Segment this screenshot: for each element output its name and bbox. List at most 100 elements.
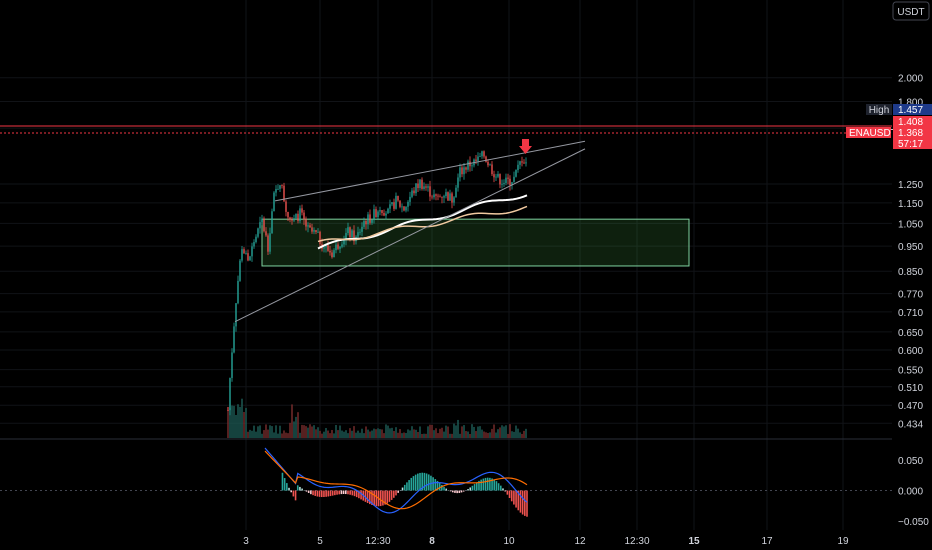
- macd-histogram-bar: [318, 490, 321, 497]
- candle-body: [317, 231, 319, 233]
- volume-bar: [509, 424, 511, 438]
- candle-body: [443, 196, 445, 198]
- down-arrow-shape: [519, 139, 532, 154]
- volume-bar: [327, 430, 329, 438]
- candle-body: [449, 193, 451, 201]
- macd-histogram-bar: [436, 480, 439, 491]
- macd-histogram-bar: [473, 484, 476, 491]
- candle-body: [459, 167, 461, 178]
- volume-bar: [503, 426, 505, 438]
- moving-averages: [317, 194, 528, 250]
- volume-bar: [425, 433, 427, 438]
- macd-axis[interactable]: 0.050 0.000 −0.050: [898, 456, 929, 528]
- volume-bar: [411, 426, 413, 438]
- volume-bar: [493, 424, 495, 438]
- volume-bar: [483, 431, 485, 438]
- volume-bar: [459, 433, 461, 438]
- candle-body: [363, 220, 365, 227]
- candle-body: [325, 245, 327, 248]
- candle-body: [337, 244, 339, 249]
- volume-bar: [363, 433, 365, 438]
- macd-histogram-bar: [327, 490, 330, 497]
- candle-body: [249, 256, 251, 261]
- candle-body: [491, 164, 493, 175]
- candle-body: [253, 242, 255, 247]
- volume-bar: [439, 428, 441, 438]
- candle-body: [523, 162, 525, 164]
- volume-bar: [401, 433, 403, 438]
- price-tick-12: 0.550: [898, 366, 923, 377]
- candle-body: [341, 244, 343, 247]
- macd-histogram-bar: [290, 490, 292, 493]
- volume-bar: [245, 407, 247, 438]
- volume-bar: [275, 425, 277, 438]
- candle-body: [345, 233, 347, 240]
- macd-histogram-bar: [438, 482, 441, 491]
- volume-bar: [525, 428, 527, 438]
- candle-body: [485, 156, 487, 162]
- macd-histogram-bar: [451, 490, 454, 493]
- price-tick-14: 0.470: [898, 401, 923, 412]
- volume-bar: [395, 427, 397, 438]
- volume-bar: [347, 433, 349, 438]
- volume-bar: [467, 431, 469, 438]
- volume-bar: [447, 426, 449, 438]
- volume-bar: [471, 424, 473, 438]
- candle-body: [521, 161, 523, 163]
- volume-bar: [479, 426, 481, 438]
- macd-histogram-bar: [366, 490, 369, 504]
- candle-body: [497, 174, 499, 177]
- symbol-value: 1.368: [898, 128, 923, 139]
- candle-body: [489, 164, 491, 166]
- candle-body: [501, 183, 503, 185]
- macd-histogram-bar: [403, 484, 406, 491]
- candle-body: [383, 212, 385, 216]
- macd-histogram-bar: [506, 490, 509, 495]
- candle-body: [273, 192, 275, 212]
- candle-body: [261, 218, 263, 223]
- candle-body: [403, 206, 405, 211]
- macd-tick-0: 0.050: [898, 456, 923, 467]
- volume-bar: [373, 428, 375, 438]
- time-axis[interactable]: 3 5 12:30 8 10 12 12:30 15 17 19: [243, 536, 849, 547]
- volume-bar: [233, 405, 235, 438]
- candle-body: [277, 188, 279, 190]
- volume-bar: [297, 412, 299, 438]
- candle-body: [435, 194, 437, 196]
- candle-body: [423, 186, 425, 189]
- volume-bar: [407, 429, 409, 438]
- time-tick-9: 19: [837, 536, 849, 547]
- macd-histogram-bar: [449, 490, 452, 492]
- macd-indicator: [0, 447, 892, 517]
- last-price-value: 1.408: [898, 117, 923, 128]
- macd-histogram-bar: [316, 490, 319, 497]
- volume-bar: [375, 429, 377, 438]
- candle-body: [271, 211, 273, 234]
- volume-bar: [489, 432, 491, 438]
- currency-button[interactable]: USDT: [892, 1, 930, 21]
- high-label: High: [869, 105, 890, 116]
- volume-bar: [383, 433, 385, 438]
- candle-body: [467, 161, 469, 170]
- volume-bar: [381, 429, 383, 438]
- candle-body: [439, 196, 441, 198]
- bar-countdown: 57:17: [898, 139, 923, 150]
- macd-histogram-bar: [358, 490, 360, 499]
- candle-body: [505, 177, 507, 183]
- candle-body: [275, 189, 277, 193]
- candle-body: [519, 161, 521, 165]
- candle-body: [475, 159, 477, 161]
- volume-bar: [513, 431, 515, 438]
- macd-histogram-bar: [388, 490, 391, 502]
- macd-tick-1: 0.000: [898, 487, 923, 498]
- candle-body: [427, 186, 429, 188]
- currency-label[interactable]: USDT: [897, 7, 924, 18]
- candle-body: [319, 231, 321, 244]
- volume-bar: [365, 426, 367, 438]
- candle-body: [247, 253, 249, 261]
- time-tick-4: 10: [503, 536, 515, 547]
- candlesticks: [227, 150, 527, 416]
- macd-histogram-bar: [393, 490, 395, 498]
- volume-bar: [377, 428, 379, 438]
